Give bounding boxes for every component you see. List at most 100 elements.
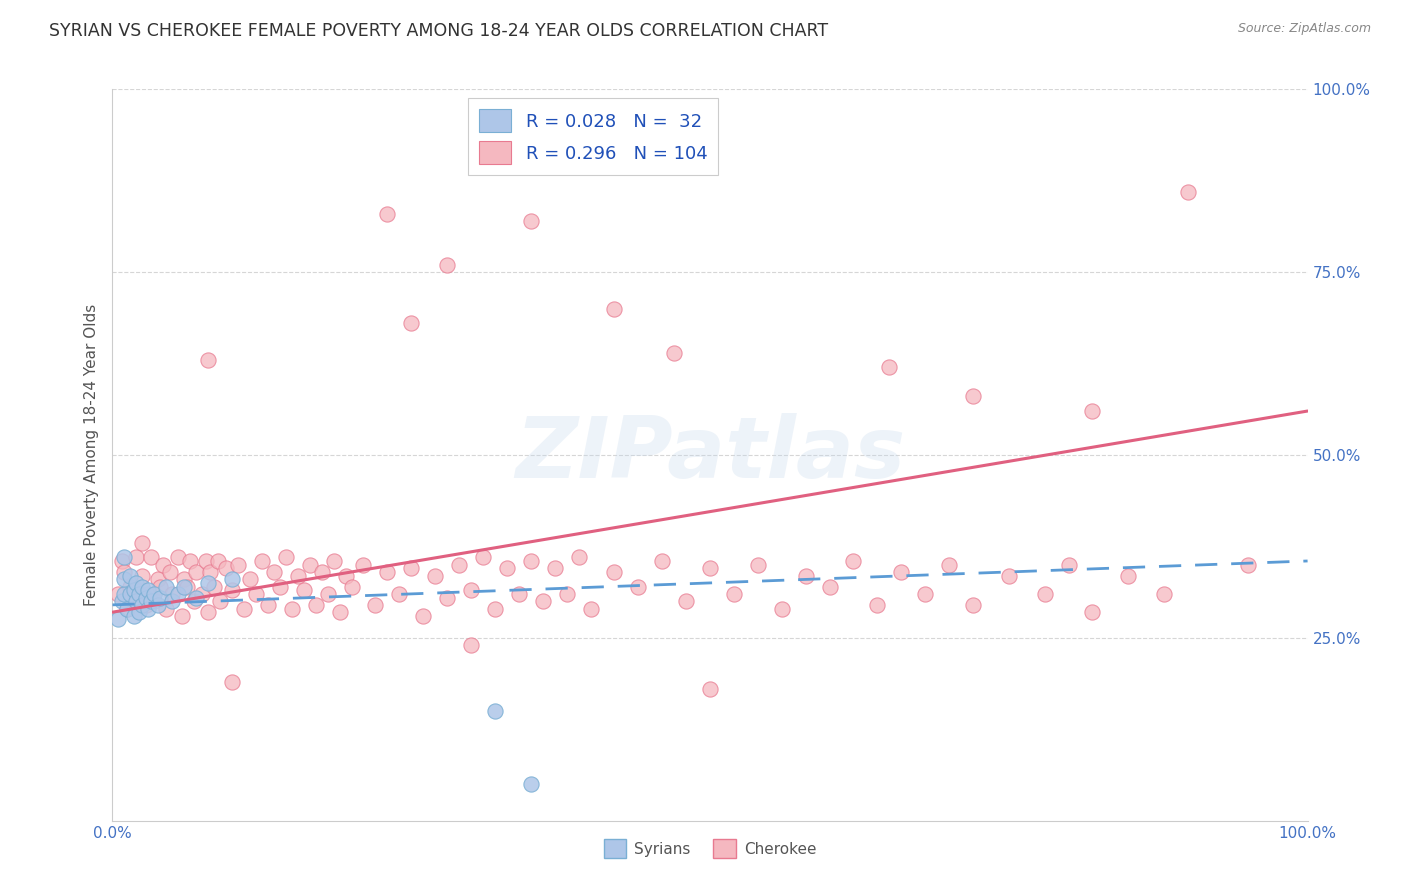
Point — [186, 565, 208, 579]
Point — [388, 587, 411, 601]
Point — [162, 594, 183, 608]
Point — [170, 608, 193, 623]
Point — [194, 554, 217, 568]
Point — [139, 594, 162, 608]
Point — [269, 580, 291, 594]
Point — [316, 587, 339, 601]
Point — [149, 580, 172, 594]
Point — [436, 591, 458, 605]
Point — [322, 554, 344, 568]
Point — [962, 598, 984, 612]
Point — [155, 601, 177, 615]
Point — [274, 550, 297, 565]
Point — [173, 580, 195, 594]
Point — [914, 587, 936, 601]
Point — [998, 568, 1021, 582]
Point — [146, 572, 169, 586]
Point — [1118, 568, 1140, 582]
Point — [107, 612, 129, 626]
Point — [209, 594, 232, 608]
Point — [460, 583, 482, 598]
Point — [1081, 404, 1104, 418]
Point — [233, 601, 256, 615]
Point — [531, 594, 554, 608]
Point — [794, 568, 817, 582]
Point — [879, 360, 901, 375]
Point — [1237, 558, 1260, 572]
Point — [114, 572, 135, 586]
Point — [281, 601, 304, 615]
Point — [335, 568, 357, 582]
Point — [245, 587, 267, 601]
Point — [401, 316, 423, 330]
Point — [723, 587, 745, 601]
Point — [340, 580, 363, 594]
Point — [114, 587, 135, 601]
Point — [138, 601, 160, 615]
Point — [191, 587, 214, 601]
Point — [298, 558, 321, 572]
Point — [651, 554, 673, 568]
Point — [436, 258, 458, 272]
Point — [1153, 587, 1175, 601]
Point — [131, 535, 153, 549]
Point — [167, 587, 190, 601]
Point — [263, 565, 285, 579]
Point — [890, 565, 912, 579]
Point — [152, 558, 174, 572]
Point — [484, 704, 506, 718]
Point — [579, 601, 602, 615]
Point — [938, 558, 960, 572]
Point — [215, 561, 238, 575]
Point — [352, 558, 374, 572]
Point — [520, 777, 543, 791]
Point — [114, 550, 135, 565]
Point — [111, 594, 134, 608]
Point — [257, 598, 280, 612]
Point — [447, 558, 470, 572]
Point — [131, 568, 153, 582]
Point — [197, 576, 219, 591]
Point — [135, 598, 157, 612]
Point — [770, 601, 793, 615]
Point — [543, 561, 565, 575]
Point — [122, 583, 145, 598]
Point — [131, 598, 153, 612]
Point — [1057, 558, 1080, 572]
Point — [603, 565, 626, 579]
Point — [221, 674, 243, 689]
Point — [200, 565, 222, 579]
Point — [120, 587, 142, 601]
Point — [377, 565, 399, 579]
Legend: Syrians, Cherokee: Syrians, Cherokee — [598, 833, 823, 864]
Point — [747, 558, 769, 572]
Point — [125, 576, 148, 591]
Point — [122, 608, 145, 623]
Point — [138, 583, 160, 598]
Point — [155, 580, 177, 594]
Point — [1033, 587, 1056, 601]
Point — [202, 580, 225, 594]
Point — [125, 594, 148, 608]
Point — [179, 554, 201, 568]
Point — [292, 583, 315, 598]
Point — [568, 550, 591, 565]
Point — [305, 598, 328, 612]
Point — [287, 568, 309, 582]
Point — [962, 389, 984, 403]
Point — [131, 580, 153, 594]
Point — [401, 561, 423, 575]
Point — [412, 608, 434, 623]
Point — [149, 591, 172, 605]
Point — [162, 587, 183, 601]
Point — [460, 638, 482, 652]
Point — [173, 572, 195, 586]
Point — [120, 580, 142, 594]
Point — [135, 591, 157, 605]
Point — [128, 605, 150, 619]
Point — [239, 572, 262, 586]
Point — [377, 206, 399, 220]
Point — [520, 214, 543, 228]
Point — [197, 605, 219, 619]
Y-axis label: Female Poverty Among 18-24 Year Olds: Female Poverty Among 18-24 Year Olds — [83, 304, 98, 606]
